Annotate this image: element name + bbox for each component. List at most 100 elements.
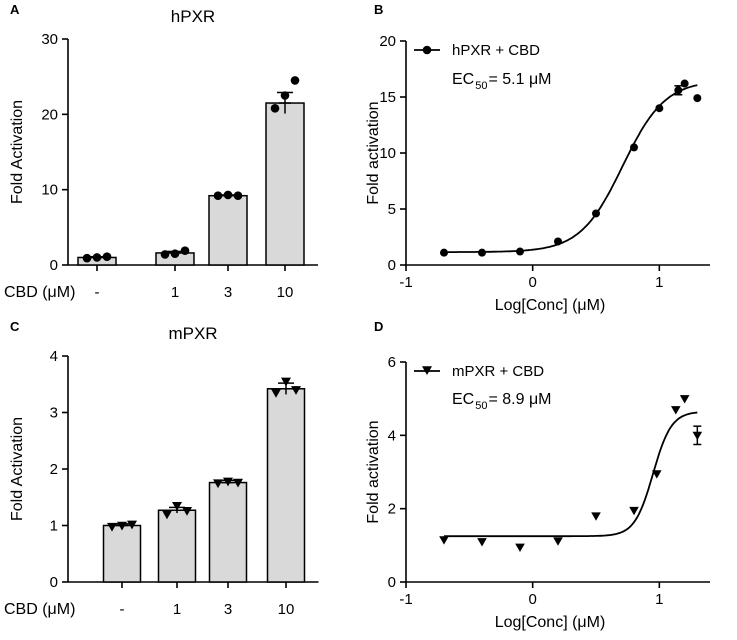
- y-tick-label: 0: [50, 257, 58, 274]
- data-point: [477, 538, 487, 547]
- y-tick-label: 2: [388, 501, 396, 518]
- ec50-value-b: = 5.1 μM: [488, 71, 551, 88]
- y-tick-label: 4: [50, 348, 58, 365]
- fit-curve-d: [444, 411, 698, 538]
- ec50-label-b: EC: [452, 71, 474, 88]
- bar-a-2: [208, 194, 248, 266]
- data-point: [629, 506, 639, 516]
- legend-marker: [422, 366, 432, 375]
- x-tick-label: 3: [224, 284, 232, 301]
- panel-label-d: D: [374, 319, 383, 334]
- y-axis-label-a: Fold Activation: [9, 100, 26, 204]
- data-point: [213, 191, 223, 200]
- data-point: [652, 470, 662, 479]
- bar-c-3: [266, 388, 306, 583]
- data-point: [280, 91, 290, 100]
- data-point: [117, 521, 127, 531]
- x-tick-label: -: [95, 284, 100, 301]
- data-point: [478, 248, 486, 257]
- data-point: [182, 507, 192, 516]
- data-point: [693, 94, 702, 103]
- panel-label-b: B: [374, 2, 383, 17]
- panel-label-c: C: [10, 319, 20, 334]
- y-tick-label: 20: [41, 106, 58, 123]
- data-point: [172, 501, 182, 511]
- ec50-subscript-d: 50: [475, 400, 487, 412]
- data-point: [102, 252, 112, 262]
- data-point: [170, 249, 180, 258]
- data-point: [630, 143, 638, 152]
- data-point: [127, 520, 137, 530]
- data-point: [553, 537, 563, 546]
- fit-curve-b: [444, 84, 698, 254]
- y-tick-label: 0: [388, 257, 396, 274]
- data-point: [440, 248, 448, 257]
- bar-a-3: [265, 102, 305, 266]
- data-point: [223, 190, 233, 200]
- data-point: [223, 477, 233, 487]
- bar-c-0: [102, 524, 142, 583]
- data-point: [180, 246, 190, 255]
- y-axis-label-d: Fold activation: [365, 420, 382, 523]
- x-tick-label: 1: [171, 284, 179, 301]
- x-tick-label: -1: [399, 591, 412, 608]
- data-point: [674, 86, 683, 95]
- data-point: [554, 237, 562, 246]
- data-point: [271, 388, 281, 398]
- y-tick-label: 2: [50, 461, 58, 478]
- data-point: [439, 536, 449, 545]
- data-point: [233, 478, 243, 488]
- x-tick-label: 10: [278, 601, 295, 618]
- x-tick-label: 0: [528, 591, 536, 608]
- y-tick-label: 15: [379, 89, 396, 106]
- data-point: [655, 104, 664, 113]
- data-point: [516, 247, 524, 256]
- bar-c-1: [157, 509, 197, 583]
- data-point: [92, 253, 102, 262]
- data-point: [680, 79, 689, 88]
- legend-label-d: mPXR + CBD: [452, 363, 544, 380]
- x-tick-label: 0: [528, 274, 536, 291]
- data-point: [592, 209, 600, 218]
- x-tick-label: 10: [277, 284, 294, 301]
- x-tick-label: 3: [224, 601, 232, 618]
- data-point: [233, 191, 243, 200]
- data-point: [162, 510, 172, 520]
- bar-c-2: [208, 481, 248, 583]
- x-tick-label: 1: [655, 591, 663, 608]
- y-tick-label: 10: [379, 145, 396, 162]
- y-tick-label: 4: [388, 427, 396, 444]
- ec50-label-d: EC: [452, 391, 474, 408]
- x-tick-label: 1: [655, 274, 663, 291]
- y-tick-label: 0: [388, 574, 396, 591]
- x-tick-label: -: [120, 601, 125, 618]
- chart-title-c: mPXR: [168, 324, 217, 343]
- data-point: [515, 543, 525, 552]
- y-tick-label: 3: [50, 405, 58, 422]
- data-point: [679, 395, 690, 404]
- data-point: [692, 431, 703, 441]
- y-tick-label: 5: [388, 201, 396, 218]
- data-point: [291, 386, 301, 395]
- panel-label-a: A: [10, 2, 20, 17]
- x-tick-label: -1: [399, 274, 412, 291]
- legend-marker: [422, 45, 432, 55]
- y-tick-label: 10: [41, 182, 58, 199]
- y-tick-label: 0: [50, 574, 58, 591]
- data-point: [290, 76, 300, 85]
- chart-title-a: hPXR: [171, 7, 215, 26]
- data-point: [270, 104, 280, 113]
- legend-label-b: hPXR + CBD: [452, 42, 540, 59]
- ec50-value-d: = 8.9 μM: [488, 391, 551, 408]
- x-axis-label-a: CBD (μM): [4, 284, 75, 301]
- x-axis-label-c: CBD (μM): [4, 601, 75, 618]
- y-tick-label: 6: [388, 354, 396, 371]
- data-point: [671, 406, 681, 415]
- y-tick-label: 1: [50, 518, 58, 535]
- data-point: [107, 522, 117, 532]
- data-point: [213, 479, 223, 489]
- x-axis-label-b: Log[Conc] (μM): [495, 297, 606, 314]
- x-tick-label: 1: [173, 601, 181, 618]
- ec50-subscript-b: 50: [475, 80, 487, 92]
